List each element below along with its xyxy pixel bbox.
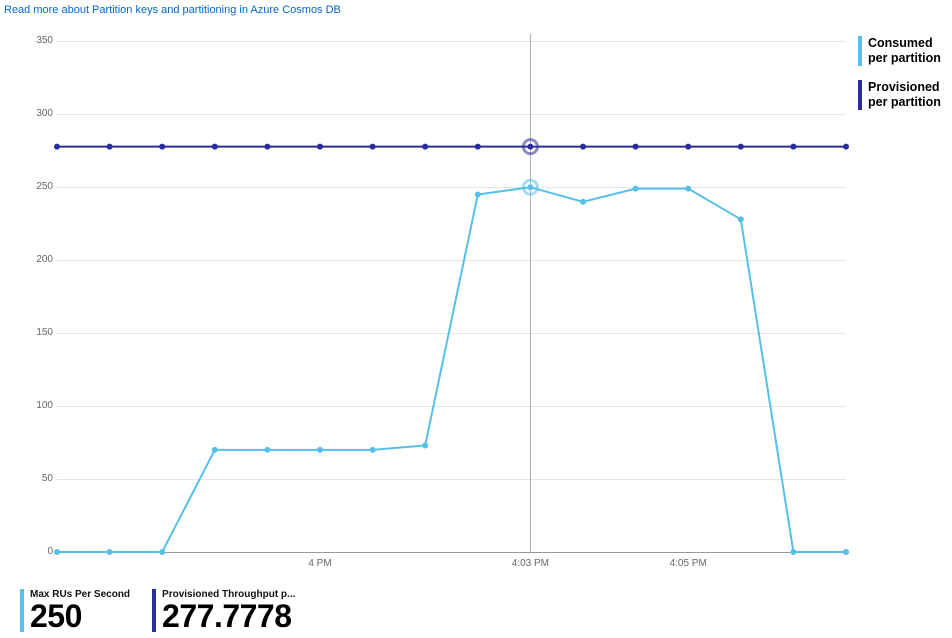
series-marker-consumed[interactable] [685, 186, 691, 192]
series-marker-provisioned[interactable] [54, 144, 60, 150]
series-marker-consumed[interactable] [54, 549, 60, 555]
series-marker-provisioned[interactable] [790, 144, 796, 150]
series-marker-provisioned[interactable] [212, 144, 218, 150]
metric-value: 250 [30, 600, 130, 632]
series-marker-consumed[interactable] [475, 192, 481, 198]
page-root: Read more about Partition keys and parti… [0, 0, 952, 638]
series-marker-consumed[interactable] [790, 549, 796, 555]
series-line-consumed [57, 187, 846, 552]
series-marker-consumed[interactable] [159, 549, 165, 555]
metric-max-rus: Max RUs Per Second 250 [20, 589, 130, 632]
metric-provisioned-throughput: Provisioned Throughput p... 277.7778 [152, 589, 295, 632]
series-marker-consumed[interactable] [843, 549, 849, 555]
metric-cards: Max RUs Per Second 250 Provisioned Throu… [20, 589, 295, 632]
series-marker-consumed[interactable] [264, 447, 270, 453]
series-marker-provisioned[interactable] [580, 144, 586, 150]
series-marker-consumed[interactable] [738, 216, 744, 222]
partition-docs-link[interactable]: Read more about Partition keys and parti… [0, 0, 952, 18]
series-marker-consumed[interactable] [422, 442, 428, 448]
chart-svg [22, 26, 856, 562]
series-marker-consumed[interactable] [212, 447, 218, 453]
metric-value: 277.7778 [162, 600, 295, 632]
series-marker-consumed[interactable] [317, 447, 323, 453]
legend-label: Consumed per partition [868, 36, 941, 65]
series-marker-consumed[interactable] [527, 184, 533, 190]
series-marker-consumed[interactable] [107, 549, 113, 555]
series-marker-provisioned[interactable] [370, 144, 376, 150]
series-marker-provisioned[interactable] [633, 144, 639, 150]
legend-item-provisioned[interactable]: Provisioned per partition [858, 80, 950, 110]
series-marker-provisioned[interactable] [422, 144, 428, 150]
series-marker-provisioned[interactable] [685, 144, 691, 150]
series-marker-provisioned[interactable] [317, 144, 323, 150]
series-marker-provisioned[interactable] [843, 144, 849, 150]
legend-item-consumed[interactable]: Consumed per partition [858, 36, 950, 66]
series-marker-provisioned[interactable] [475, 144, 481, 150]
series-marker-consumed[interactable] [370, 447, 376, 453]
series-marker-provisioned[interactable] [107, 144, 113, 150]
series-marker-provisioned[interactable] [159, 144, 165, 150]
series-marker-consumed[interactable] [580, 199, 586, 205]
plot-area: 0501001502002503003504 PM4:03 PM4:05 PM [22, 26, 846, 574]
legend-label: Provisioned per partition [868, 80, 941, 109]
series-marker-provisioned[interactable] [738, 144, 744, 150]
series-marker-consumed[interactable] [633, 186, 639, 192]
series-marker-provisioned[interactable] [527, 144, 533, 150]
chart-legend: Consumed per partition Provisioned per p… [858, 36, 950, 124]
throughput-chart: 0501001502002503003504 PM4:03 PM4:05 PM … [0, 18, 952, 576]
series-marker-provisioned[interactable] [264, 144, 270, 150]
